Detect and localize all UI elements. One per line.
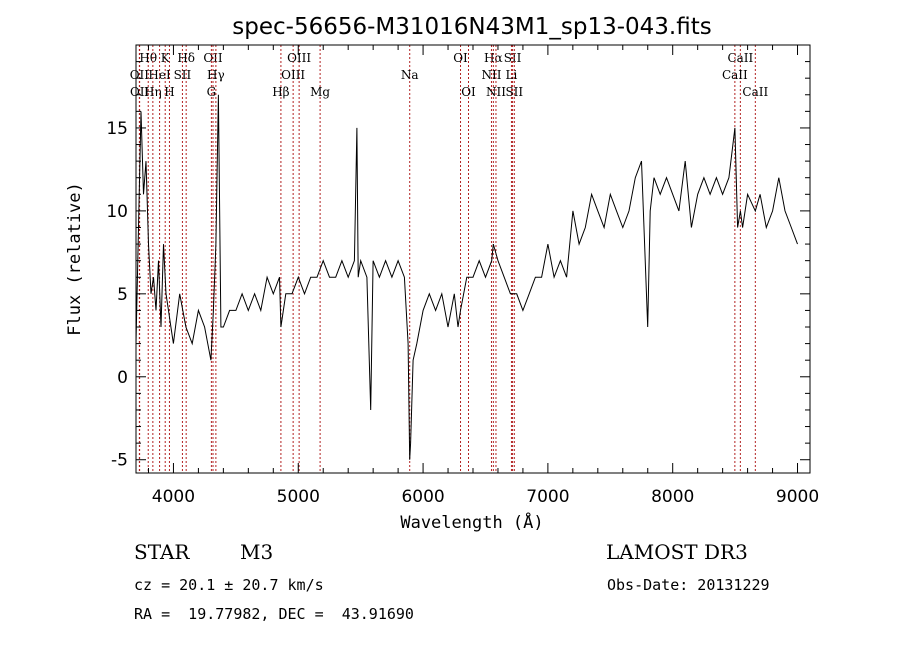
marker-label: OII [130,85,150,99]
redshift-readout: cz = 20.1 ± 20.7 km/s [134,576,324,594]
marker-label: G [207,85,217,99]
y-tick-label: -5 [111,451,128,471]
survey-name: LAMOST DR3 [606,540,748,564]
marker-label: CaII [742,85,768,99]
object-class: STAR [134,540,190,564]
marker-label: SII [505,85,523,99]
marker-label: NII [486,85,506,99]
series-line [135,94,798,460]
marker-label: Na [401,68,419,82]
marker-label: SII [504,51,522,65]
x-tick-label: 9000 [776,487,819,507]
observation-date: Obs-Date: 20131229 [607,576,770,594]
x-tick-label: 4000 [152,487,195,507]
marker-label: CaII [727,51,753,65]
x-tick-label: 8000 [651,487,694,507]
marker-label: Hη [144,85,162,99]
marker-label: NII [481,68,501,82]
marker-label: OIII [281,68,305,82]
y-tick-label: 10 [106,202,128,222]
x-tick-label: 7000 [526,487,569,507]
marker-label: K [161,51,171,65]
object-subclass: M3 [240,540,274,564]
plot-frame [135,44,811,474]
marker-label: OIII [287,51,311,65]
marker-label: Mg [310,85,330,99]
y-tick-label: 5 [117,285,128,305]
marker-label: OI [453,51,468,65]
x-tick-label: 6000 [401,487,444,507]
marker-label: OI [461,85,476,99]
x-axis-label: Wavelength (Å) [400,511,543,533]
y-tick-label: 0 [117,368,128,388]
marker-label: Hγ [207,68,225,82]
chart-title: spec-56656-M31016N43M1_sp13-043.fits [232,14,711,40]
y-tick-label: 15 [106,119,128,139]
marker-label: Hα [484,51,503,65]
spectrum-series [135,94,798,460]
marker-label: Hβ [272,85,289,99]
marker-label: OII [203,51,223,65]
marker-label: Li [506,68,518,82]
x-axis: 4000 5000 6000 7000 8000 9000 [147,45,819,507]
marker-label: CaII [722,68,748,82]
marker-label: H [164,85,174,99]
marker-label: Hθ [139,51,157,65]
coordinates-readout: RA = 19.77982, DEC = 43.91690 [134,605,414,623]
y-axis-label: Flux (relative) [65,182,85,336]
marker-label: SII [174,68,192,82]
marker-label: Hδ [177,51,195,65]
x-tick-label: 5000 [277,487,320,507]
y-axis: -5 0 5 10 15 [106,61,810,471]
marker-label: HeI [148,68,171,82]
